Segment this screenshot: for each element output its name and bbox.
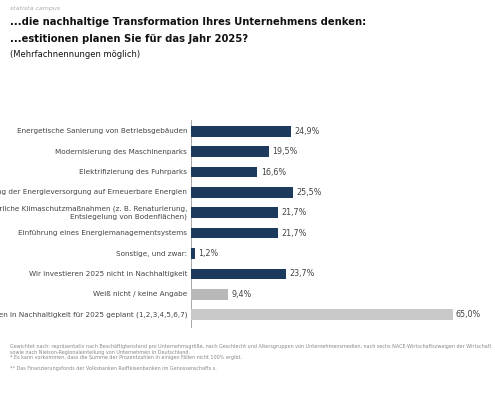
Text: 24,9%: 24,9%	[294, 127, 320, 136]
Bar	[191, 269, 286, 279]
Text: 65,0%: 65,0%	[456, 310, 481, 319]
Text: statista campus: statista campus	[10, 6, 60, 11]
Text: Natürliche Klimaschutzmaßnahmen (z. B. Renaturierung,
Entsiegelung von Bodenfläc: Natürliche Klimaschutzmaßnahmen (z. B. R…	[0, 206, 187, 220]
Text: 23,7%: 23,7%	[289, 270, 315, 278]
Bar	[191, 187, 294, 198]
Text: 1,2%: 1,2%	[198, 249, 219, 258]
Text: Gewichtet nach: repräsentativ nach Beschäftigtenstand pro Unternehmsgröße, nach : Gewichtet nach: repräsentativ nach Besch…	[10, 344, 491, 355]
Bar	[191, 146, 269, 157]
Text: * Es kann vorkommen, dass die Summe der Prozentzahlen in einigen Fällen nicht 10: * Es kann vorkommen, dass die Summe der …	[10, 355, 242, 360]
Text: Elektrifizierung des Fuhrparks: Elektrifizierung des Fuhrparks	[79, 169, 187, 175]
Bar	[191, 228, 278, 238]
Text: (Mehrfachnennungen möglich): (Mehrfachnennungen möglich)	[10, 50, 140, 59]
Text: ** Das Finanzierungsfonds der Volksbanken Raiffeisenbanken im Genossenschafts s.: ** Das Finanzierungsfonds der Volksbanke…	[10, 366, 217, 371]
Text: Einführung eines Energiemanagementsystems: Einführung eines Energiemanagementsystem…	[18, 230, 187, 236]
Bar	[191, 289, 229, 300]
Text: ...estitionen planen Sie für das Jahr 2025?: ...estitionen planen Sie für das Jahr 20…	[10, 34, 248, 44]
Text: 16,6%: 16,6%	[261, 168, 286, 176]
Text: 25,5%: 25,5%	[297, 188, 322, 197]
Text: Investitionen in Nachhaltigkeit für 2025 geplant (1,2,3,4,5,6,7): Investitionen in Nachhaltigkeit für 2025…	[0, 312, 187, 318]
Text: ...die nachhaltige Transformation Ihres Unternehmens denken:: ...die nachhaltige Transformation Ihres …	[10, 17, 366, 27]
Text: 9,4%: 9,4%	[232, 290, 252, 299]
Bar	[191, 208, 278, 218]
Bar	[191, 126, 291, 136]
Text: 21,7%: 21,7%	[281, 229, 306, 238]
Bar	[191, 248, 196, 259]
Text: 19,5%: 19,5%	[272, 147, 298, 156]
Text: Energetische Sanierung von Betriebsgebäuden: Energetische Sanierung von Betriebsgebäu…	[17, 128, 187, 134]
Text: Umstellung der Energieversorgung auf Erneuerbare Energien: Umstellung der Energieversorgung auf Ern…	[0, 189, 187, 195]
Text: Sonstige, und zwar:: Sonstige, und zwar:	[116, 250, 187, 256]
Text: Wir investieren 2025 nicht in Nachhaltigkeit: Wir investieren 2025 nicht in Nachhaltig…	[29, 271, 187, 277]
Text: Weiß nicht / keine Angabe: Weiß nicht / keine Angabe	[93, 291, 187, 297]
Bar	[191, 310, 452, 320]
Text: Modernisierung des Maschinenparks: Modernisierung des Maschinenparks	[55, 149, 187, 155]
Text: 21,7%: 21,7%	[281, 208, 306, 217]
Bar	[191, 167, 257, 177]
